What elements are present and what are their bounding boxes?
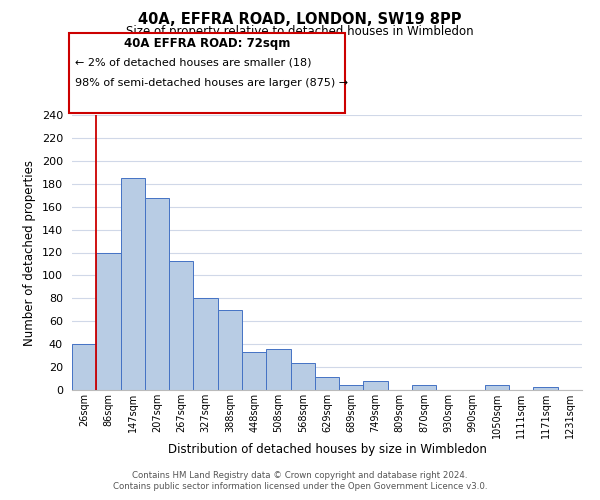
Bar — [290, 362, 315, 390]
Bar — [242, 352, 266, 390]
Bar — [412, 386, 436, 390]
Text: Distribution of detached houses by size in Wimbledon: Distribution of detached houses by size … — [167, 444, 487, 456]
Bar — [121, 178, 145, 390]
Y-axis label: Number of detached properties: Number of detached properties — [23, 160, 36, 346]
Bar — [169, 260, 193, 390]
Text: Size of property relative to detached houses in Wimbledon: Size of property relative to detached ho… — [126, 25, 474, 38]
Bar — [193, 298, 218, 390]
Bar — [96, 252, 121, 390]
Bar — [485, 386, 509, 390]
Bar — [266, 349, 290, 390]
Text: Contains public sector information licensed under the Open Government Licence v3: Contains public sector information licen… — [113, 482, 487, 491]
Text: Contains HM Land Registry data © Crown copyright and database right 2024.: Contains HM Land Registry data © Crown c… — [132, 471, 468, 480]
Bar — [218, 310, 242, 390]
Bar — [364, 381, 388, 390]
Bar — [339, 386, 364, 390]
Bar — [72, 344, 96, 390]
Text: ← 2% of detached houses are smaller (18): ← 2% of detached houses are smaller (18) — [75, 58, 311, 68]
Bar — [315, 378, 339, 390]
Text: 98% of semi-detached houses are larger (875) →: 98% of semi-detached houses are larger (… — [75, 78, 348, 88]
Text: 40A, EFFRA ROAD, LONDON, SW19 8PP: 40A, EFFRA ROAD, LONDON, SW19 8PP — [138, 12, 462, 28]
Bar — [533, 386, 558, 390]
Text: 40A EFFRA ROAD: 72sqm: 40A EFFRA ROAD: 72sqm — [124, 38, 290, 51]
Bar — [145, 198, 169, 390]
